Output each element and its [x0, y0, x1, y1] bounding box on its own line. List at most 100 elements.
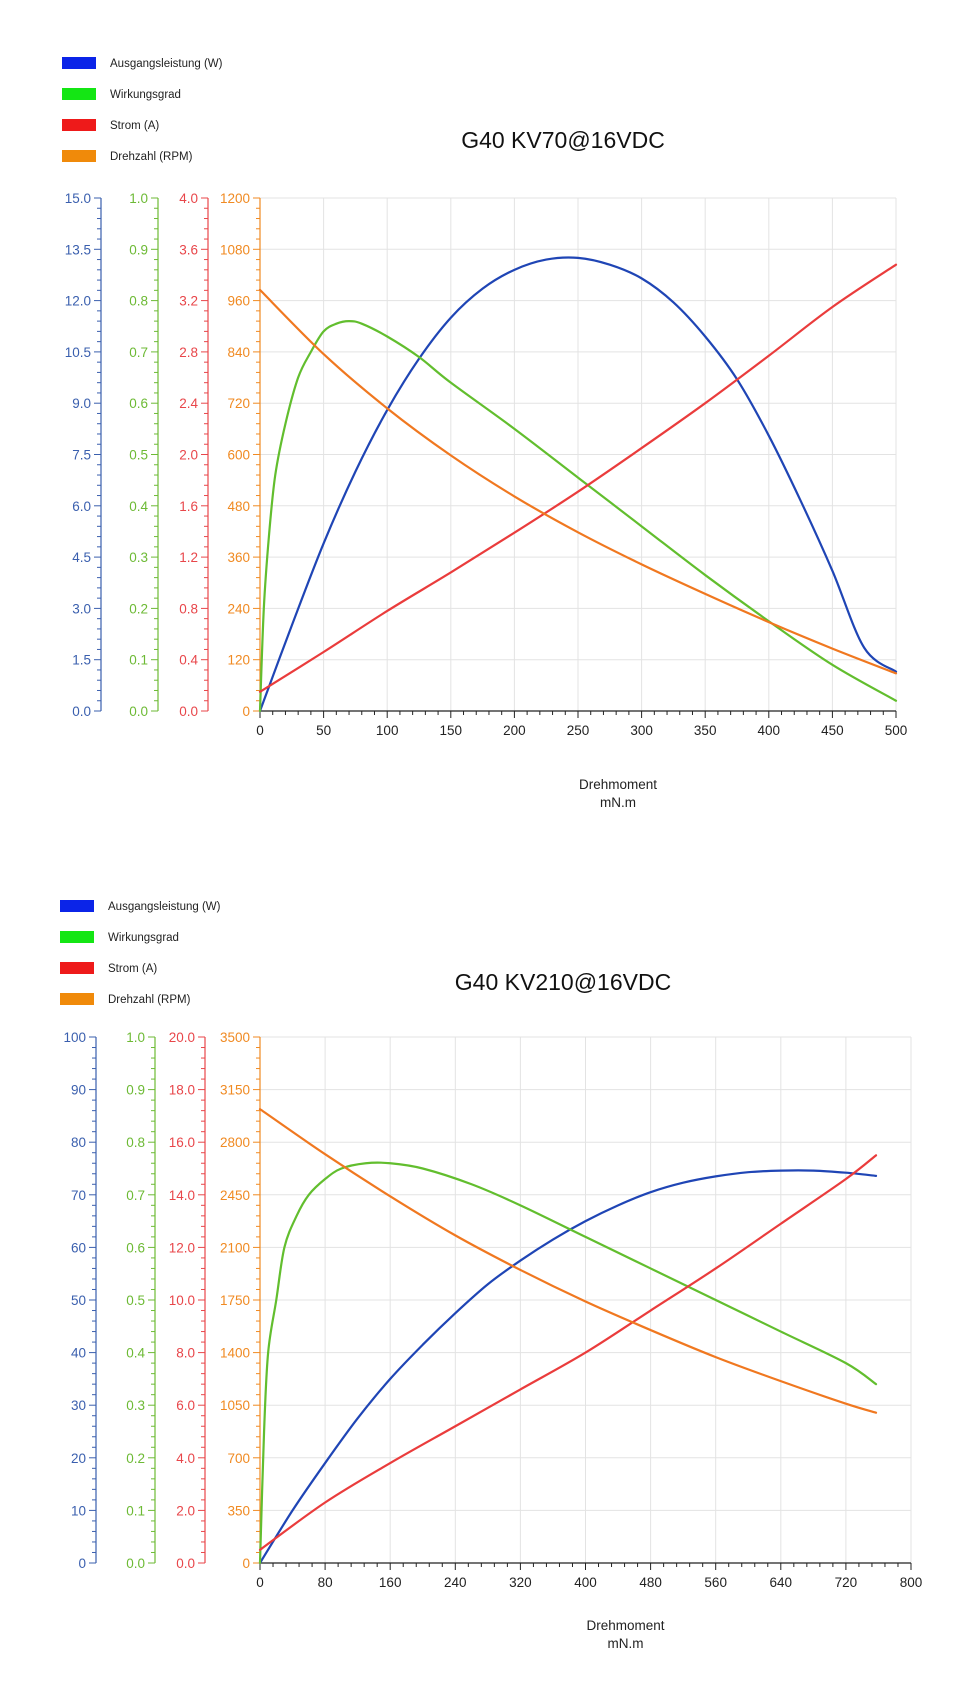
y-tick-label: 30	[71, 1398, 86, 1413]
x-tick-label: 250	[567, 723, 590, 738]
y-tick-label: 4.0	[179, 191, 198, 206]
y-axis-efficiency: 0.0 0.1 0.2 0.3 0.4 0.5 0.6 0.7 0.8 0.9 1.0	[129, 191, 159, 719]
y-tick-label: 2.4	[179, 396, 198, 411]
y-tick-label: 0.6	[129, 396, 148, 411]
y-tick-label: 600	[227, 448, 250, 463]
y-tick-label: 2800	[220, 1135, 250, 1150]
y-tick-label: 0.2	[129, 601, 148, 616]
y-tick-label: 0.1	[129, 653, 148, 668]
y-tick-label: 14.0	[169, 1188, 195, 1203]
y-tick-label: 13.5	[65, 242, 91, 257]
y-tick-label: 0.3	[126, 1398, 145, 1413]
y-tick-label: 8.0	[176, 1346, 195, 1361]
legend-swatch	[60, 962, 94, 974]
legend-label: Ausgangsleistung (W)	[110, 58, 223, 70]
y-tick-label: 0.4	[126, 1346, 145, 1361]
series-line-efficiency	[258, 320, 898, 713]
y-axis-power: 0.0 1.5 3.0 4.5 6.0 7.5 9.0 10.5 12.0 13.5 15.0	[65, 191, 102, 719]
y-tick-label: 1750	[220, 1293, 250, 1308]
y-tick-label: 720	[227, 396, 250, 411]
chart-2: Ausgangsleistung (W) Wirkungsgrad Strom (A…	[60, 900, 922, 1651]
y-tick-label: 1200	[220, 191, 250, 206]
y-tick-label: 0.4	[179, 653, 198, 668]
series-line-speed	[258, 288, 898, 675]
y-tick-label: 16.0	[169, 1135, 195, 1150]
x-tick-label: 160	[379, 1575, 402, 1590]
y-tick-label: 3.6	[179, 242, 198, 257]
y-tick-label: 3.0	[72, 601, 91, 616]
y-tick-label: 70	[71, 1188, 86, 1203]
x-tick-label: 240	[444, 1575, 467, 1590]
y-tick-label: 2.8	[179, 345, 198, 360]
gridlines	[260, 1036, 912, 1563]
legend-label: Wirkungsgrad	[110, 89, 181, 101]
y-tick-label: 2100	[220, 1240, 250, 1255]
y-tick-label: 3.2	[179, 294, 198, 309]
gridlines	[260, 197, 897, 711]
x-tick-label: 300	[630, 723, 653, 738]
y-tick-label: 480	[227, 499, 250, 514]
y-tick-label: 350	[227, 1503, 250, 1518]
x-axis: 0 50 100 150 200 250 300 350 400 450 500	[256, 710, 907, 738]
x-axis-unit: mN.m	[600, 795, 636, 810]
legend-swatch	[62, 119, 96, 131]
y-tick-label: 0.3	[129, 550, 148, 565]
series-line-current	[258, 1154, 878, 1551]
y-tick-label: 1.0	[129, 191, 148, 206]
y-tick-label: 1.2	[179, 550, 198, 565]
legend-label: Strom (A)	[110, 120, 159, 132]
y-tick-label: 0.9	[129, 242, 148, 257]
y-tick-label: 1400	[220, 1346, 250, 1361]
y-tick-label: 10.0	[169, 1293, 195, 1308]
x-tick-label: 720	[835, 1575, 858, 1590]
y-tick-label: 4.5	[72, 550, 91, 565]
legend: Ausgangsleistung (W) Wirkungsgrad Strom (A…	[62, 57, 223, 163]
series-line-current	[258, 263, 898, 693]
x-tick-label: 450	[821, 723, 844, 738]
x-tick-label: 400	[574, 1575, 597, 1590]
y-tick-label: 0.9	[126, 1083, 145, 1098]
x-tick-label: 350	[694, 723, 717, 738]
y-tick-label: 0.8	[179, 601, 198, 616]
y-tick-label: 18.0	[169, 1083, 195, 1098]
legend-label: Strom (A)	[108, 963, 157, 975]
x-axis-unit: mN.m	[608, 1636, 644, 1651]
y-tick-label: 0.6	[126, 1240, 145, 1255]
y-tick-label: 0.5	[129, 448, 148, 463]
y-tick-label: 4.0	[176, 1451, 195, 1466]
x-axis-label: Drehmoment	[586, 1618, 664, 1633]
y-tick-label: 1050	[220, 1398, 250, 1413]
series-line-speed	[258, 1108, 878, 1414]
y-tick-label: 360	[227, 550, 250, 565]
y-tick-label: 40	[71, 1346, 86, 1361]
x-tick-label: 640	[770, 1575, 793, 1590]
y-tick-label: 10	[71, 1503, 86, 1518]
y-tick-label: 9.0	[72, 396, 91, 411]
y-axis-current: 0.0 2.0 4.0 6.0 8.0 10.0 12.0 14.0 16.0 18.0 20.0	[169, 1030, 206, 1571]
y-tick-label: 0.5	[126, 1293, 145, 1308]
y-tick-label: 0.0	[126, 1556, 145, 1571]
x-tick-label: 0	[256, 723, 264, 738]
y-tick-label: 0	[242, 704, 250, 719]
chart-1: Ausgangsleistung (W) Wirkungsgrad Strom (A…	[62, 57, 907, 810]
legend-label: Wirkungsgrad	[108, 932, 179, 944]
y-tick-label: 90	[71, 1083, 86, 1098]
y-tick-label: 20.0	[169, 1030, 195, 1045]
y-tick-label: 7.5	[72, 448, 91, 463]
chart-title: G40 KV210@16VDC	[455, 969, 671, 995]
y-axis-speed: 0 120 240 360 480 600 720 840 960 1080 1200	[220, 191, 261, 719]
x-tick-label: 80	[318, 1575, 333, 1590]
y-tick-label: 0.0	[129, 704, 148, 719]
y-tick-label: 0.0	[176, 1556, 195, 1571]
y-tick-label: 12.0	[65, 294, 91, 309]
y-tick-label: 120	[227, 653, 250, 668]
y-tick-label: 12.0	[169, 1240, 195, 1255]
y-tick-label: 0.8	[126, 1135, 145, 1150]
x-tick-label: 560	[704, 1575, 727, 1590]
y-tick-label: 0	[78, 1556, 86, 1571]
y-tick-label: 0.7	[129, 345, 148, 360]
legend-swatch	[60, 993, 94, 1005]
legend-swatch	[62, 88, 96, 100]
y-tick-label: 15.0	[65, 191, 91, 206]
